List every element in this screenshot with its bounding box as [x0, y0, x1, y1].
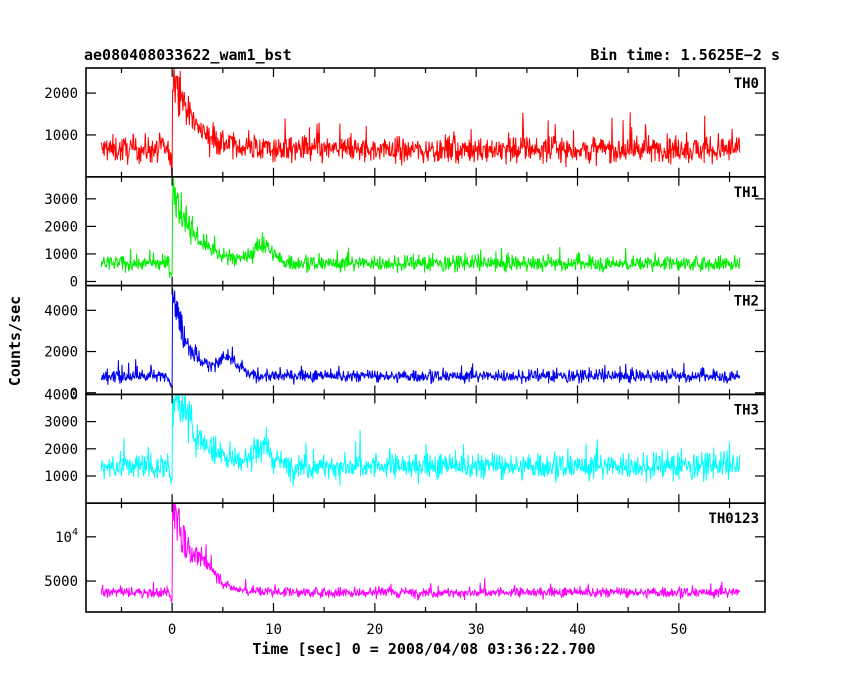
panels-group: 1000 2000 TH0 0 1000 2000 3000 TH1 0 2000 4000 TH2 1… — [44, 67, 766, 613]
series-line-th3 — [100, 394, 741, 487]
chart-title-left: ae080408033622_wam1_bst — [84, 46, 292, 64]
series-line-th0 — [100, 68, 741, 176]
panel-label-th0123: TH0123 — [708, 511, 759, 527]
x-tick-label: 0 — [168, 622, 176, 638]
x-axis-label: Time [sec] 0 = 2008/04/08 03:36:22.700 — [252, 640, 595, 658]
panel-label-th2: TH2 — [734, 294, 759, 310]
y-tick-label: 1000 — [44, 128, 78, 144]
y-tick-label: 0 — [70, 386, 78, 402]
x-tick-label: 40 — [569, 622, 586, 638]
panel-th0123: 5000 104 TH0123 — [44, 502, 766, 613]
y-tick-label: 3000 — [44, 192, 78, 208]
panel-th3: 1000 2000 3000 4000 TH3 — [44, 387, 766, 504]
panel-th0: 1000 2000 TH0 — [44, 67, 766, 178]
panel-th2: 0 2000 4000 TH2 — [44, 284, 766, 402]
y-tick-label: 2000 — [44, 86, 78, 102]
y-tick-label: 4000 — [44, 303, 78, 319]
series-line-th0123 — [100, 503, 741, 603]
panel-th1: 0 1000 2000 3000 TH1 — [44, 176, 766, 290]
y-tick-label: 3000 — [44, 415, 78, 431]
panel-frame — [85, 176, 766, 287]
y-tick-label: 1000 — [44, 247, 78, 263]
x-tick-label: 20 — [366, 622, 383, 638]
y-tick-label: 0 — [70, 274, 78, 290]
y-tick-label: 2000 — [44, 219, 78, 235]
series-line-th2 — [100, 288, 741, 389]
y-axis-label: Counts/sec — [6, 296, 24, 386]
panel-label-th0: TH0 — [734, 76, 759, 92]
x-tick-label: 50 — [670, 622, 687, 638]
y-tick-label: 2000 — [44, 345, 78, 361]
x-tick-label: 10 — [265, 622, 282, 638]
y-tick-label: 1000 — [44, 469, 78, 485]
chart-title-right: Bin time: 1.5625E−2 s — [590, 46, 780, 64]
panel-label-th1: TH1 — [734, 185, 759, 201]
x-tick-label: 30 — [468, 622, 485, 638]
y-tick-label: 2000 — [44, 442, 78, 458]
x-tick-labels: 0 10 20 30 40 50 — [168, 622, 687, 638]
panel-label-th3: TH3 — [734, 402, 759, 418]
series-line-th1 — [100, 177, 741, 278]
y-tick-label: 4000 — [44, 387, 78, 403]
y-tick-label: 104 — [55, 527, 78, 546]
y-tick-label: 5000 — [44, 574, 78, 590]
